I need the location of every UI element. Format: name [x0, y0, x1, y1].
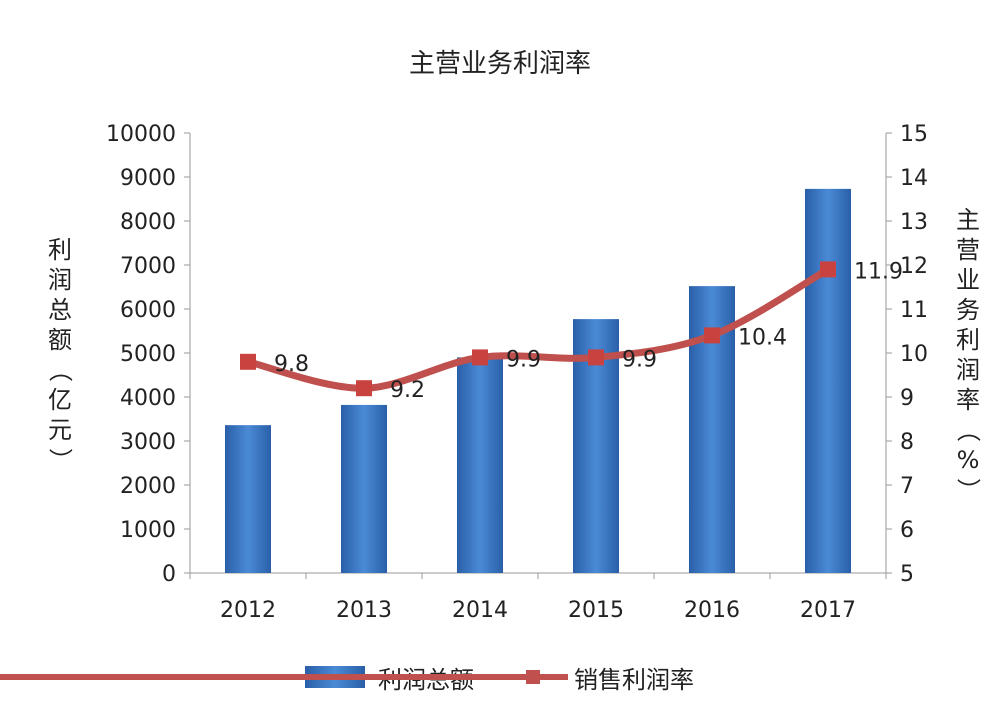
data-label-2014: 9.9	[506, 347, 541, 372]
right-tick-label: 14	[900, 166, 928, 191]
data-label-2016: 10.4	[738, 325, 787, 350]
right-tick-label: 5	[900, 562, 914, 587]
svg-text:）: ）	[954, 478, 982, 502]
right-tick-label: 11	[900, 298, 928, 323]
x-tick-label: 2017	[800, 598, 856, 623]
data-label-2017: 11.9	[854, 259, 903, 284]
svg-text:总: 总	[48, 296, 72, 324]
rate-marker-2017	[820, 261, 836, 278]
x-tick-label: 2015	[568, 598, 624, 623]
x-tick-label: 2016	[684, 598, 740, 623]
left-tick-label: 2000	[120, 474, 176, 499]
chart-title: 主营业务利润率	[409, 49, 591, 79]
right-tick-label: 9	[900, 386, 914, 411]
data-label-2015: 9.9	[622, 347, 657, 372]
right-tick-label: 6	[900, 518, 914, 543]
x-tick-label: 2014	[452, 598, 508, 623]
right-tick-label: 15	[900, 122, 928, 147]
x-tick-label: 2013	[336, 598, 392, 623]
legend-line-label: 销售利润率	[574, 666, 694, 694]
svg-text:元: 元	[48, 416, 72, 444]
left-tick-label: 5000	[120, 342, 176, 367]
svg-text:业: 业	[956, 266, 980, 294]
svg-text:额: 额	[48, 326, 72, 354]
svg-text:利: 利	[48, 236, 72, 264]
left-tick-label: 1000	[120, 518, 176, 543]
legend-line-marker	[526, 670, 540, 684]
right-tick-label: 13	[900, 210, 928, 235]
svg-text:亿: 亿	[48, 386, 72, 414]
rate-marker-2015	[588, 349, 604, 366]
rate-marker-2014	[472, 349, 488, 366]
svg-text:务: 务	[956, 296, 980, 324]
left-tick-label: 6000	[120, 298, 176, 323]
bar-2017	[805, 188, 851, 573]
right-tick-label: 10	[900, 342, 928, 367]
svg-text:利: 利	[956, 326, 980, 354]
svg-text:润: 润	[956, 356, 980, 384]
left-tick-label: 9000	[120, 166, 176, 191]
svg-text:营: 营	[956, 236, 980, 264]
rate-marker-2013	[356, 380, 372, 397]
svg-text:主: 主	[956, 206, 980, 234]
right-tick-label: 12	[900, 254, 928, 279]
left-tick-label: 0	[162, 562, 176, 587]
rate-marker-2016	[704, 327, 720, 344]
left-tick-label: 4000	[120, 386, 176, 411]
rate-line	[247, 266, 830, 392]
right-tick-label: 8	[900, 430, 914, 455]
right-axis-label: 主营业务利润率 （% ）	[954, 206, 982, 502]
svg-text:%: %	[957, 446, 980, 474]
svg-text:率: 率	[956, 386, 980, 414]
svg-text:）: ）	[46, 448, 74, 472]
x-tick-label: 2012	[220, 598, 276, 623]
left-tick-label: 3000	[120, 430, 176, 455]
data-label-2012: 9.8	[274, 352, 309, 377]
svg-text:（: （	[46, 358, 74, 382]
bar-2013	[341, 404, 387, 573]
left-tick-label: 8000	[120, 210, 176, 235]
data-label-2013: 9.2	[390, 378, 425, 403]
left-tick-label: 10000	[106, 122, 176, 147]
left-tick-label: 7000	[120, 254, 176, 279]
svg-text:润: 润	[48, 266, 72, 294]
bar-2012	[225, 425, 271, 573]
right-tick-label: 7	[900, 474, 914, 499]
svg-text:（: （	[954, 418, 982, 442]
bar-2014	[457, 357, 503, 573]
rate-marker-2012	[240, 353, 256, 370]
